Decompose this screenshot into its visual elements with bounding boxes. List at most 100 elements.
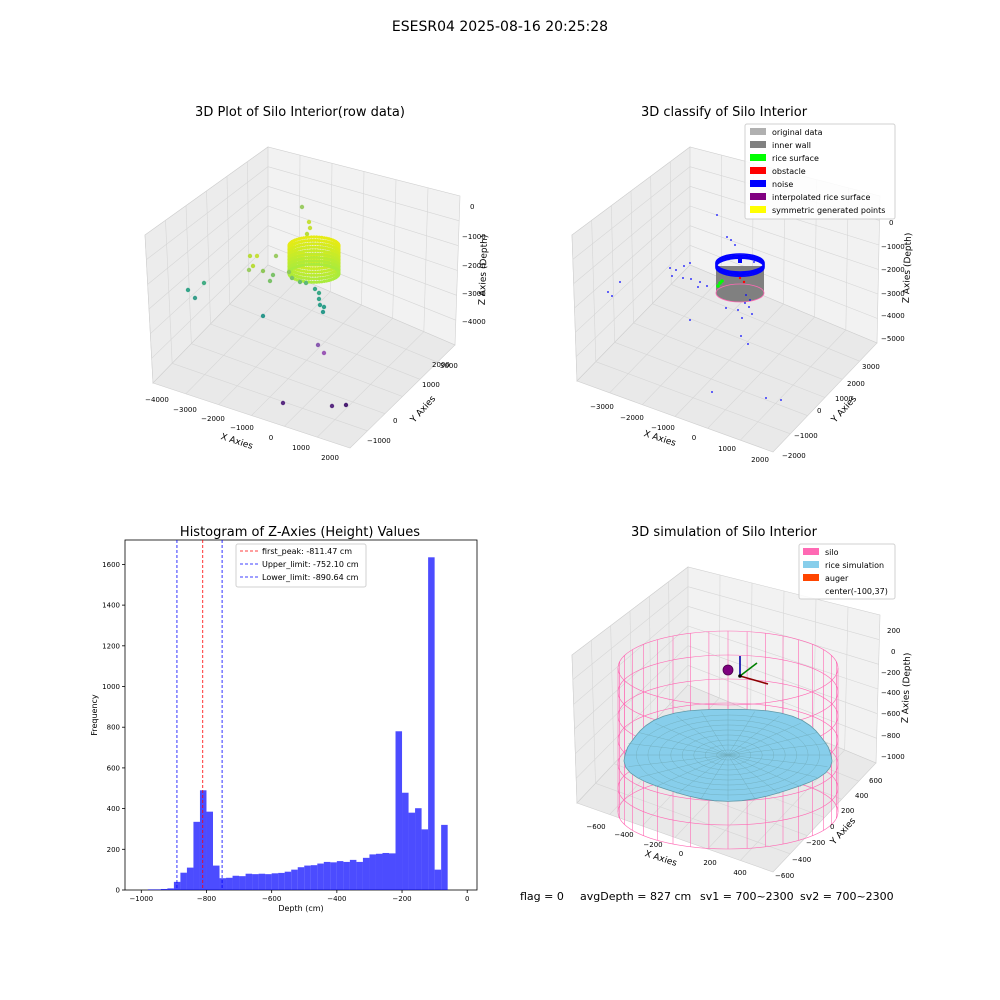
noise-point xyxy=(730,239,732,241)
noise-point xyxy=(697,286,699,288)
simulation-ztick: −800 xyxy=(881,732,900,740)
legend-swatch xyxy=(803,548,819,555)
raw-point xyxy=(307,225,313,231)
raw-3d-panel: 3D Plot of Silo Interior(row data) −4000… xyxy=(144,105,490,462)
raw-point xyxy=(299,204,305,210)
rice-mesh xyxy=(628,754,729,767)
legend-label: first_peak: -811.47 cm xyxy=(262,547,352,556)
raw-zticks: 0 −1000 −2000 −3000 −4000 xyxy=(462,203,486,326)
raw-point xyxy=(317,242,321,246)
raw-points-layer xyxy=(185,204,349,409)
raw-point xyxy=(302,256,306,260)
histogram-xtick-label: −400 xyxy=(327,895,346,903)
raw-point xyxy=(317,252,321,256)
histogram-bar xyxy=(297,867,305,890)
simulation-xtick: 400 xyxy=(733,869,746,877)
histogram-xtick-label: −600 xyxy=(262,895,281,903)
raw-point xyxy=(312,267,316,271)
raw-point xyxy=(320,239,324,243)
sv1-readout: sv1 = 700~2300 xyxy=(700,890,794,903)
rice-mesh xyxy=(727,754,828,767)
histogram-ytick-label: 1400 xyxy=(102,602,120,610)
raw-point xyxy=(343,402,349,408)
raw-point xyxy=(304,270,308,274)
noise-point xyxy=(716,214,718,216)
simulation-ztick: 0 xyxy=(891,648,895,656)
rice-mesh xyxy=(655,754,729,787)
histogram-ytick-label: 1000 xyxy=(102,683,120,691)
raw-point xyxy=(315,277,319,281)
simulation-xtick: −600 xyxy=(586,823,605,831)
noise-point xyxy=(744,302,746,304)
raw-point xyxy=(307,266,311,270)
raw-zlabel: Z Axies (Depth) xyxy=(478,235,490,306)
histogram-bar xyxy=(304,865,311,890)
rice-simulation-surface xyxy=(623,709,833,802)
raw-point xyxy=(312,286,318,292)
raw-point xyxy=(304,249,308,253)
raw-point xyxy=(320,256,324,260)
raw-point xyxy=(312,262,316,266)
raw-point xyxy=(315,235,319,239)
histogram-bar xyxy=(160,888,168,890)
raw-point xyxy=(315,270,319,274)
raw-xticks: −4000 −3000 −2000 −1000 0 1000 2000 xyxy=(145,396,339,462)
simulation-xtick: −400 xyxy=(614,831,633,839)
raw-point xyxy=(307,277,311,281)
raw-point xyxy=(309,255,313,259)
histogram-bar xyxy=(167,888,174,890)
raw-point xyxy=(304,273,308,277)
raw-point xyxy=(317,249,321,253)
raw-ztick: −2000 xyxy=(462,262,486,270)
rice-mesh xyxy=(638,754,729,778)
obstacle-point xyxy=(738,276,742,280)
noise-point xyxy=(751,313,753,315)
histogram-bar xyxy=(395,731,403,890)
noise-point xyxy=(607,291,609,293)
legend-swatch xyxy=(750,167,766,174)
raw-point xyxy=(307,273,311,277)
histogram-bar xyxy=(408,812,416,890)
histogram-bar xyxy=(349,859,357,890)
raw-xtick: −1000 xyxy=(230,424,254,432)
raw-ytick: −1000 xyxy=(367,437,391,445)
sv2-readout: sv2 = 700~2300 xyxy=(800,890,894,903)
raw-point xyxy=(309,277,313,281)
simulation-panel-title: 3D simulation of Silo Interior xyxy=(631,525,818,540)
raw-point xyxy=(315,273,319,277)
classify-xlabel: X Axies xyxy=(642,429,677,449)
legend-label: center(-100,37) xyxy=(825,587,888,596)
gridline xyxy=(248,284,438,363)
raw-point xyxy=(317,245,321,249)
raw-point xyxy=(304,276,308,280)
rice-mesh xyxy=(727,732,818,756)
classify-ytick: 3000 xyxy=(862,363,880,371)
classify-xtick: −1000 xyxy=(651,424,675,432)
raw-point xyxy=(309,252,313,256)
histogram-bar xyxy=(402,792,409,890)
histogram-ytick-label: 800 xyxy=(107,724,120,732)
raw-point xyxy=(201,280,207,286)
noise-point xyxy=(689,262,691,264)
raw-point xyxy=(304,252,308,256)
raw-point xyxy=(315,245,319,249)
classify-panel-title: 3D classify of Silo Interior xyxy=(641,105,808,120)
classify-xtick: 1000 xyxy=(718,445,736,453)
legend-swatch xyxy=(803,574,819,581)
raw-point xyxy=(317,302,323,308)
raw-point xyxy=(317,256,321,260)
rice-mesh xyxy=(676,715,729,756)
raw-ytick: 2000 xyxy=(432,361,450,369)
histogram-bar xyxy=(434,869,442,890)
rice-mesh xyxy=(655,723,729,756)
noise-point xyxy=(669,267,671,269)
raw-point xyxy=(307,249,311,253)
classify-xtick: 2000 xyxy=(751,456,769,464)
classify-xtick: 0 xyxy=(692,434,696,442)
raw-point xyxy=(250,263,256,269)
raw-point xyxy=(317,239,321,243)
histogram-bar xyxy=(330,862,337,890)
raw-point xyxy=(307,256,311,260)
rice-mesh xyxy=(727,711,755,756)
